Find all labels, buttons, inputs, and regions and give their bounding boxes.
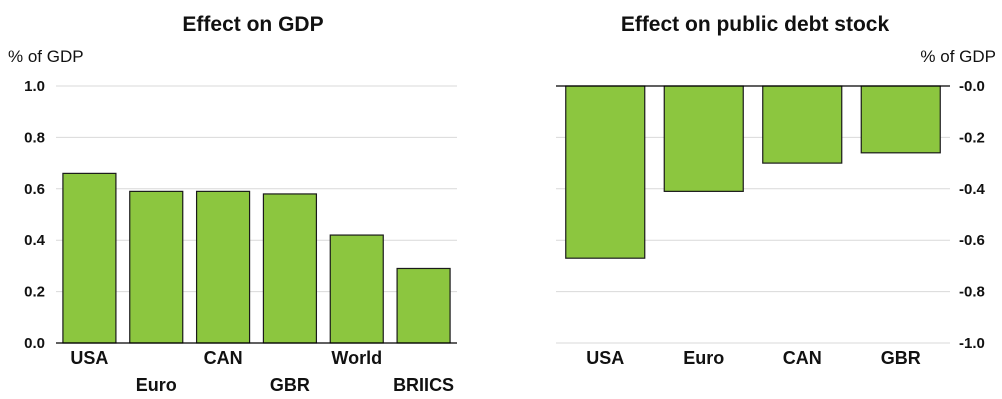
- debt-y-tick-label: -0.6: [959, 232, 985, 249]
- gdp-category-label: Euro: [136, 375, 177, 394]
- debt-y-tick-label: -0.0: [959, 78, 985, 95]
- debt-chart-title: Effect on public debt stock: [621, 13, 890, 36]
- gdp-category-label: CAN: [204, 348, 243, 368]
- gdp-bar: [329, 234, 384, 344]
- gdp-bar: [62, 172, 117, 344]
- gdp-effect-chart: Effect on GDP % of GDP 0.0 0.2 0.4 0.6 0.8 1.…: [0, 0, 501, 395]
- debt-bar: [860, 85, 941, 154]
- debt-effect-chart: Effect on public debt stock % of GDP -0.…: [501, 0, 1002, 394]
- gdp-y-tick-label: 0.6: [24, 181, 45, 198]
- debt-category-label: CAN: [783, 348, 822, 368]
- gdp-category-label: GBR: [270, 375, 310, 394]
- gdp-category-label: BRIICS: [393, 375, 454, 394]
- gdp-effect-chart-svg: Effect on GDP % of GDP 0.0 0.2 0.4 0.6 0.8 1.…: [8, 13, 457, 395]
- gdp-y-tick-label: 0.4: [24, 232, 46, 249]
- debt-category-label: Euro: [683, 348, 724, 368]
- gdp-y-tick-label: 0.0: [24, 335, 45, 352]
- gdp-bar: [396, 267, 451, 344]
- gdp-y-tick-label: 0.8: [24, 129, 45, 146]
- debt-bar: [762, 85, 843, 164]
- gdp-y-tick-label: 1.0: [24, 78, 45, 95]
- gdp-chart-y-unit: % of GDP: [8, 47, 84, 66]
- debt-y-tick-label: -0.8: [959, 284, 985, 301]
- debt-effect-chart-svg: Effect on public debt stock % of GDP -0.…: [556, 13, 996, 368]
- gdp-category-label: World: [331, 348, 382, 368]
- debt-category-label: GBR: [881, 348, 921, 368]
- gdp-bar: [129, 190, 184, 344]
- debt-y-tick-label: -0.2: [959, 129, 985, 146]
- debt-category-label: USA: [586, 348, 624, 368]
- gdp-y-tick-label: 0.2: [24, 284, 45, 301]
- debt-y-tick-label: -1.0: [959, 335, 985, 352]
- debt-y-tick-label: -0.4: [959, 181, 986, 198]
- gdp-bar: [262, 193, 318, 344]
- debt-bar: [663, 85, 744, 192]
- debt-bar: [565, 85, 646, 259]
- gdp-chart-title: Effect on GDP: [182, 13, 323, 36]
- gdp-category-label: USA: [70, 348, 108, 368]
- gdp-bar: [195, 190, 251, 344]
- debt-chart-y-unit: % of GDP: [920, 47, 996, 66]
